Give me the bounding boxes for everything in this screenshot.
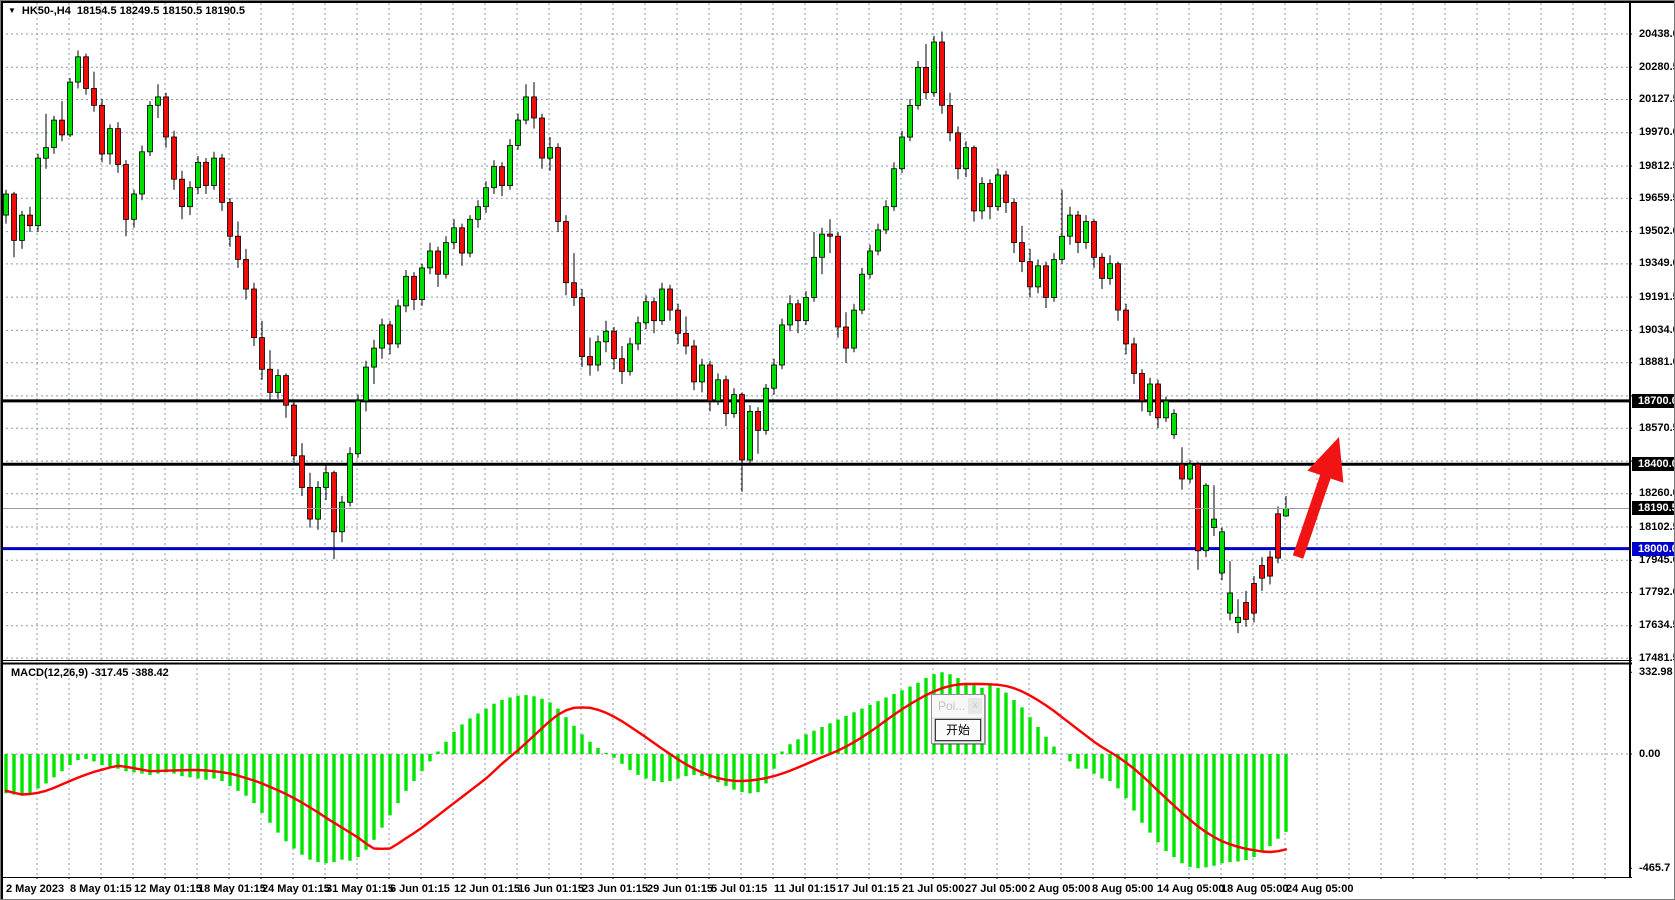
time-axis-label: 21 Jul 05:00 bbox=[902, 883, 965, 895]
time-axis-label: 18 Aug 05:00 bbox=[1221, 883, 1289, 895]
time-axis-label: 23 Jun 01:15 bbox=[582, 883, 649, 895]
price-axis-label: 17792.0 bbox=[1639, 586, 1675, 599]
time-axis-label: 24 Aug 05:00 bbox=[1286, 883, 1354, 895]
price-axis-label: 19191.5 bbox=[1639, 290, 1675, 303]
price-axis-label: 19349.0 bbox=[1639, 257, 1675, 270]
price-axis-label: 17945.0 bbox=[1639, 553, 1675, 566]
time-axis-label: 2 Aug 05:00 bbox=[1029, 883, 1091, 895]
time-axis-label: 11 Jul 01:15 bbox=[774, 883, 836, 895]
price-axis-label: 19812.5 bbox=[1639, 159, 1675, 172]
price-level-badge: 18190.5 bbox=[1632, 501, 1674, 516]
price-axis-label: 19502.0 bbox=[1639, 225, 1675, 238]
price-axis-label: 20280.5 bbox=[1639, 60, 1675, 73]
price-level-badge: 18700.0 bbox=[1632, 393, 1674, 408]
time-axis-label: 24 May 01:15 bbox=[262, 883, 330, 895]
chart-ohlc-values: 18154.5 18249.5 18150.5 18190.5 bbox=[76, 5, 246, 17]
popup-title-bar[interactable]: Poi... x bbox=[932, 695, 984, 717]
price-axis-label: 20127.5 bbox=[1639, 93, 1675, 106]
macd-signal-line bbox=[4, 682, 1288, 854]
start-button[interactable]: 开始 bbox=[935, 719, 981, 741]
panel-divider[interactable] bbox=[1, 662, 1675, 665]
price-axis-label: 18260.0 bbox=[1639, 487, 1675, 500]
chevron-down-icon[interactable]: ▼ bbox=[8, 6, 16, 15]
price-axis-label: 18570.5 bbox=[1639, 421, 1675, 434]
trend-arrow-annotation[interactable] bbox=[1292, 437, 1344, 559]
price-axis[interactable]: 20438.0 20280.5 20127.5 19970.0 19812.5 19659… bbox=[1632, 1, 1675, 878]
time-axis-label: 12 May 01:15 bbox=[134, 883, 202, 895]
price-axis-label: 19034.0 bbox=[1639, 323, 1675, 336]
window-left-border bbox=[1, 1, 3, 899]
price-level-badge: 18400.0 bbox=[1632, 457, 1674, 472]
time-axis-label: 12 Jun 01:15 bbox=[454, 883, 521, 895]
time-axis-label: 8 May 01:15 bbox=[70, 883, 132, 895]
price-axis-label: -465.7 bbox=[1639, 861, 1671, 874]
macd-indicator-label: MACD(12,26,9) -317.45 -388.42 bbox=[11, 667, 169, 679]
time-axis-label: 8 Aug 05:00 bbox=[1092, 883, 1154, 895]
time-axis-label: 5 Jul 01:15 bbox=[711, 883, 768, 895]
time-axis-label: 18 May 01:15 bbox=[198, 883, 266, 895]
time-axis-label: 16 Jun 01:15 bbox=[518, 883, 585, 895]
time-axis-label: 2 May 2023 bbox=[6, 883, 65, 895]
time-axis[interactable]: 2 May 2023 8 May 01:15 12 May 01:15 18 May … bbox=[1, 879, 1674, 899]
popup-title: Poi... bbox=[938, 699, 966, 713]
chart-title-row: ▼ HK50-,H4 18154.5 18249.5 18150.5 18190… bbox=[8, 5, 245, 17]
time-axis-label: 17 Jul 01:15 bbox=[837, 883, 900, 895]
price-axis-label: 17481.5 bbox=[1639, 651, 1675, 664]
grid-lines bbox=[1, 3, 1629, 877]
time-axis-label: 14 Aug 05:00 bbox=[1157, 883, 1225, 895]
price-axis-label: 332.98 bbox=[1639, 665, 1673, 678]
price-level-badge: 18000.0 bbox=[1632, 541, 1674, 556]
chart-symbol-period: HK50-,H4 bbox=[21, 5, 71, 17]
time-axis-label: 31 May 01:15 bbox=[326, 883, 394, 895]
price-axis-label: 18881.0 bbox=[1639, 356, 1675, 369]
price-axis-label: 18102.5 bbox=[1639, 520, 1675, 533]
time-axis-label: 27 Jul 05:00 bbox=[965, 883, 1028, 895]
price-axis-label: 19659.5 bbox=[1639, 191, 1675, 204]
time-axis-label: 6 Jun 01:15 bbox=[390, 883, 450, 895]
popup-window: Poi... x 开始 bbox=[931, 694, 985, 744]
price-axis-label: 0.00 bbox=[1639, 747, 1661, 760]
candlestick-series bbox=[3, 31, 1289, 634]
price-axis-label: 19970.0 bbox=[1639, 126, 1675, 139]
price-axis-label: 17634.5 bbox=[1639, 619, 1675, 632]
close-icon[interactable]: x bbox=[968, 698, 982, 714]
price-axis-label: 20438.0 bbox=[1639, 27, 1675, 40]
window-top-border bbox=[1, 1, 1674, 3]
time-axis-label: 29 Jun 01:15 bbox=[647, 883, 714, 895]
